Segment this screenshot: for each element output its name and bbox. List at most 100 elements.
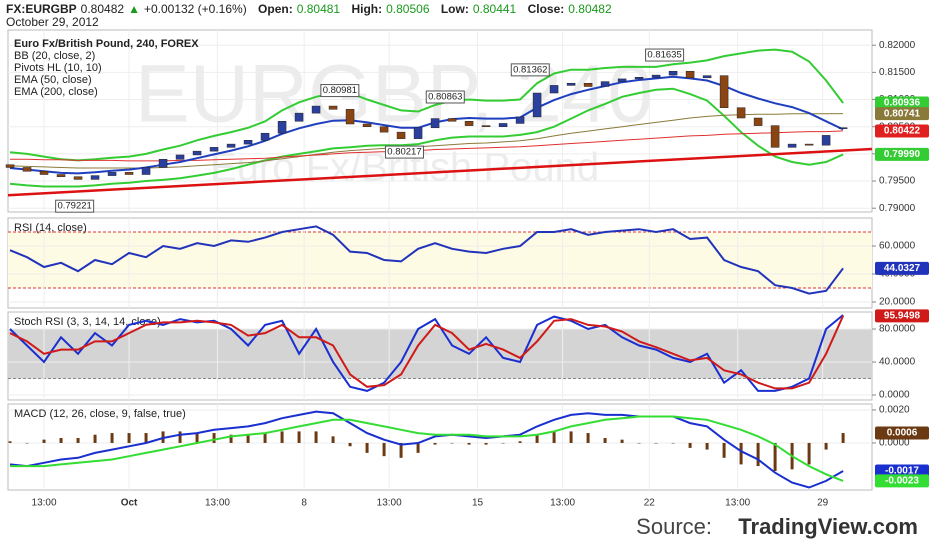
histogram-bar [348,442,352,447]
close-label: Close: [527,2,565,16]
histogram-bar [144,433,148,443]
indicator-line [9,225,844,295]
price-tag [875,309,929,323]
candle [838,127,848,129]
candle [124,172,134,175]
legend-entry: BB (20, close, 2) [14,50,95,62]
candle [226,143,236,148]
candle [294,112,304,122]
histogram-bar [246,434,250,443]
histogram-bar [382,442,386,457]
candle [481,125,491,127]
legend-entry: EMA (50, close) [14,74,92,86]
ema-line [10,130,844,162]
price-tag-label: 95.9498 [884,310,921,321]
candle [39,171,49,175]
source-prefix: Source: [636,514,712,539]
pivot-box [645,48,685,62]
candle [447,118,457,122]
x-tick-label: 8 [301,498,307,509]
candle [107,172,117,176]
histogram-bar [484,442,488,445]
open-label: Open: [258,2,293,16]
price-tag-label: -0.0023 [885,476,919,487]
histogram-bar [127,433,131,443]
candle [328,105,338,110]
pivot-label: 0.81635 [647,50,681,61]
candle [5,164,15,168]
candle [736,107,746,119]
candle [22,167,32,172]
x-tick-label: 13:00 [725,498,750,509]
panel-background [7,403,873,491]
pivot-box [320,84,360,98]
histogram-bar [280,431,284,443]
price-tag [875,147,929,161]
bb-basis [9,75,844,175]
price-tag [875,261,929,275]
legend-entry: Euro Fx/British Pound, 240, FOREX [14,38,199,50]
histogram-bar [841,433,845,443]
histogram-bar [399,442,403,458]
histogram-bar [314,431,318,443]
candle [430,118,440,129]
pivot-label: 0.80981 [323,85,357,96]
y-tick-label: 80.0000 [879,324,916,335]
candle [192,150,202,156]
histogram-bar [8,441,12,443]
candle [549,85,559,94]
candle [515,116,525,124]
candle [243,140,253,145]
histogram-bar [807,442,811,465]
price-tag [875,426,929,440]
close-value: 0.80482 [568,2,612,16]
histogram-bar [705,442,709,450]
open-value: 0.80481 [296,2,341,16]
price-tag-label: 0.79990 [884,149,921,160]
panel-title: MACD (12, 26, close, 9, false, true) [14,408,186,420]
y-tick-label: 0.81500 [879,67,916,78]
low-label: Low: [440,2,469,16]
histogram-bar [518,441,522,443]
candle [498,123,508,127]
candle [396,131,406,139]
histogram-bar [722,442,726,458]
candle [141,167,151,175]
histogram-bar [756,442,760,467]
pivot-box [425,90,465,104]
candle [379,126,389,133]
candle [90,175,100,180]
histogram-bar [25,442,29,444]
histogram-bar [620,439,624,443]
histogram-bar [42,439,46,443]
histogram-bar [59,438,63,443]
indicator-line [9,314,844,392]
candle [821,135,831,146]
last-price: 0.80482 [80,2,125,16]
histogram-bar [637,442,641,444]
low-value: 0.80441 [472,2,517,16]
candle [413,127,423,139]
indicator-line [9,410,844,489]
x-tick-label: 22 [644,498,656,509]
price-tag-label: 0.80422 [884,126,921,137]
histogram-bar [76,438,80,443]
indicator-line [9,315,845,390]
histogram-bar [365,442,369,453]
change-arrow: ▲ [128,2,140,16]
candle [753,117,763,126]
histogram-bar [569,431,573,443]
histogram-bar [178,431,182,443]
x-tick-label: 13:00 [32,498,57,509]
candle [685,71,695,79]
histogram-bar [586,433,590,443]
candle [311,105,321,114]
histogram-bar [110,433,114,443]
trend-line [7,147,873,197]
candle [209,147,219,152]
candle [702,75,712,79]
x-tick-label: 29 [817,498,829,509]
price-tag-label: 44.0327 [884,263,921,274]
x-tick-label: 13:00 [205,498,230,509]
